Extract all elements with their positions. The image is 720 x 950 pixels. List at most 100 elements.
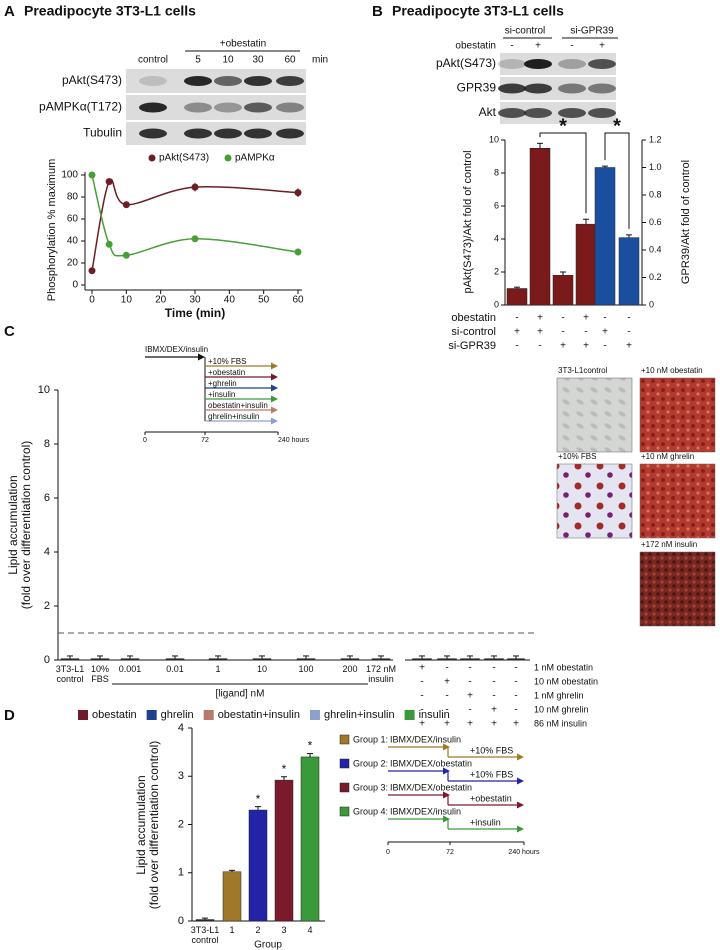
condition-cell: - [420, 691, 423, 702]
condition-label: obestatin [451, 312, 496, 324]
time-label: 72 [201, 437, 209, 444]
x-tick-label: 3T3-L1 control [190, 925, 220, 945]
group-label: Group 1: [353, 734, 388, 744]
data-point [294, 189, 302, 197]
micrograph-label: +10 nM ghrelin [641, 452, 694, 461]
legend-marker [148, 154, 156, 162]
time-label: 72 [446, 849, 454, 856]
arrow-head [517, 753, 524, 761]
data-point [191, 235, 199, 243]
y-tick-label: 20 [67, 258, 79, 269]
blot-band [139, 102, 167, 113]
blot-band [498, 83, 526, 94]
y-tick-label: 2 [178, 818, 184, 830]
micrograph [639, 551, 716, 627]
diagram-start: IBMX/DEX/insulin [145, 345, 208, 354]
condition-cell: - [561, 327, 564, 338]
x-axis-label: Time (min) [165, 306, 225, 320]
condition-cell: - [468, 705, 471, 716]
group-swatch [339, 806, 350, 817]
blot-band [139, 76, 167, 86]
data-point [88, 267, 96, 275]
condition-cell: - [584, 327, 587, 338]
blot-group-label: si-control [505, 26, 546, 37]
x-tick-label: 4 [307, 925, 313, 935]
x-tick-label: 50 [258, 295, 270, 306]
condition-cell: + [467, 719, 473, 730]
significance-bracket [604, 132, 630, 229]
x-axis-label: [ligand] nM [216, 689, 265, 700]
bar [507, 658, 525, 661]
blot-lane-label: 5 [195, 55, 201, 66]
series-line [91, 178, 299, 271]
blot-band [139, 128, 167, 139]
significance-mark: * [308, 739, 313, 753]
condition-label: 86 nM insulin [534, 718, 587, 728]
y2-tick-label: 1.2 [649, 134, 662, 144]
y-axis-label: (fold over differentiation control) [147, 741, 161, 910]
branch-label: +10% FBS [208, 357, 246, 366]
group-swatch [339, 734, 350, 745]
x-tick-label: 20 [155, 295, 167, 306]
condition-label: si-GPR39 [448, 340, 496, 352]
blot-sign: - [510, 41, 513, 52]
condition-cell: + [537, 313, 543, 324]
condition-label: si-control [451, 326, 496, 338]
blot-unit: min [312, 55, 328, 66]
significance-mark: * [282, 762, 287, 776]
condition-cell: + [583, 341, 589, 352]
condition-cell: + [626, 341, 632, 352]
bar [618, 237, 640, 306]
panel-label: C [4, 323, 15, 340]
micrograph [639, 377, 716, 453]
blot-band [184, 128, 212, 139]
time-label: 0 [143, 437, 147, 444]
blot-band [184, 102, 212, 113]
blot-row-label: Tubulin [83, 126, 122, 140]
bar [60, 658, 80, 661]
significance-mark: * [256, 792, 261, 806]
x-tick-label: 0.001 [118, 664, 142, 674]
x-tick-label: 3T3-L1 control [55, 664, 85, 684]
panel-title: Preadipocyte 3T3-L1 cells [392, 3, 564, 19]
blot-row-label: pAkt(S473) [62, 73, 122, 87]
arrow-head [517, 825, 524, 833]
arrow-head [443, 815, 450, 823]
condition-cell: + [444, 677, 450, 688]
bar [575, 223, 597, 306]
condition-cell: - [445, 663, 448, 674]
x-axis-label: Group [254, 940, 282, 950]
condition-label: 10 nM ghrelin [534, 704, 589, 714]
y2-tick-label: 0.2 [649, 272, 662, 282]
condition-cell: - [492, 663, 495, 674]
x-tick-label: 200 [342, 664, 358, 674]
blot-band [276, 128, 304, 139]
condition-cell: - [514, 691, 517, 702]
arrow-head [443, 743, 450, 751]
blot-row-label: pAkt(S473) [436, 56, 496, 70]
y-tick-label: 2 [44, 600, 50, 612]
condition-cell: - [561, 313, 564, 324]
group-label: Group 2: [353, 758, 388, 768]
x-tick-label: 172 nM insulin [365, 664, 397, 684]
x-tick-label: 30 [189, 295, 201, 306]
significance-label: * [559, 115, 567, 137]
condition-cell: - [468, 677, 471, 688]
condition-cell: + [444, 719, 450, 730]
blot-band [588, 59, 616, 69]
branch-label: +insulin [208, 390, 235, 399]
x-tick-label: 10 [256, 664, 267, 674]
blot-band [214, 76, 242, 86]
data-point [122, 201, 130, 209]
x-tick-label: 2 [255, 925, 261, 935]
x-tick-label: 10 [121, 295, 133, 306]
legend-label: ghrelin+insulin [324, 709, 395, 721]
condition-label: 1 nM ghrelin [534, 690, 584, 700]
bar [208, 658, 228, 661]
group-start: IBMX/DEX/insulin [390, 806, 461, 816]
bar [552, 275, 574, 306]
blot-band [214, 128, 242, 139]
branch-label: ghrelin+insulin [208, 412, 259, 421]
bar [195, 919, 215, 922]
panel-label: D [4, 707, 15, 724]
